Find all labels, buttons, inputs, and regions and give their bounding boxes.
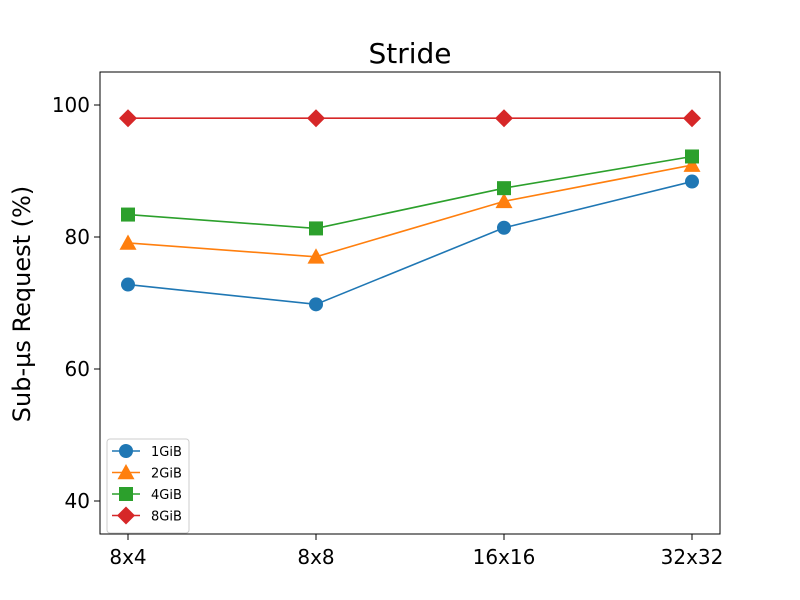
- legend-label: 2GiB: [151, 467, 182, 482]
- series-8GiB: [119, 109, 701, 128]
- data-point: [121, 277, 135, 292]
- legend: 1GiB 2GiB 4GiB 8GiB: [106, 438, 190, 534]
- series-line: [127, 164, 693, 258]
- data-point: [309, 297, 323, 312]
- x-tick-label: 8x8: [297, 545, 334, 569]
- chart-title: Stride: [368, 37, 451, 70]
- data-point: [683, 156, 701, 172]
- legend-label: 1GiB: [151, 445, 182, 460]
- data-point: [495, 109, 513, 128]
- y-tick-label: 100: [52, 93, 90, 117]
- y-axis-label: Sub-µs Request (%): [8, 186, 36, 422]
- legend-marker: [119, 487, 133, 501]
- data-point: [497, 220, 511, 235]
- legend-marker: [117, 506, 135, 525]
- data-point: [683, 109, 701, 128]
- data-point: [497, 181, 511, 196]
- data-point: [685, 149, 699, 164]
- series-line: [127, 155, 693, 230]
- x-tick-label: 32x32: [661, 545, 724, 569]
- data-point: [495, 192, 513, 209]
- legend-item: 2GiB: [112, 464, 182, 482]
- series-1GiB: [121, 174, 699, 312]
- y-tick-label: 40: [65, 489, 90, 513]
- series-2GiB: [119, 156, 701, 264]
- legend-item: 4GiB: [112, 487, 182, 503]
- data-point: [307, 248, 325, 264]
- legend-label: 8GiB: [151, 510, 182, 525]
- x-tick-label: 16x16: [473, 545, 536, 569]
- x-tick-label: 8x4: [109, 545, 146, 569]
- series-4GiB: [121, 149, 699, 236]
- data-point: [119, 109, 137, 128]
- plot-frame: [99, 71, 721, 535]
- y-tick-label: 60: [65, 357, 90, 381]
- legend-item: 8GiB: [112, 506, 182, 525]
- data-point: [685, 174, 699, 189]
- legend-marker: [119, 444, 133, 458]
- series-line: [127, 180, 693, 306]
- data-point: [309, 221, 323, 236]
- legend-marker: [117, 464, 135, 480]
- data-point: [119, 234, 137, 250]
- data-point: [307, 109, 325, 128]
- y-tick-label: 80: [65, 225, 90, 249]
- legend-item: 1GiB: [112, 444, 182, 460]
- data-point: [121, 207, 135, 222]
- legend-label: 4GiB: [151, 488, 182, 503]
